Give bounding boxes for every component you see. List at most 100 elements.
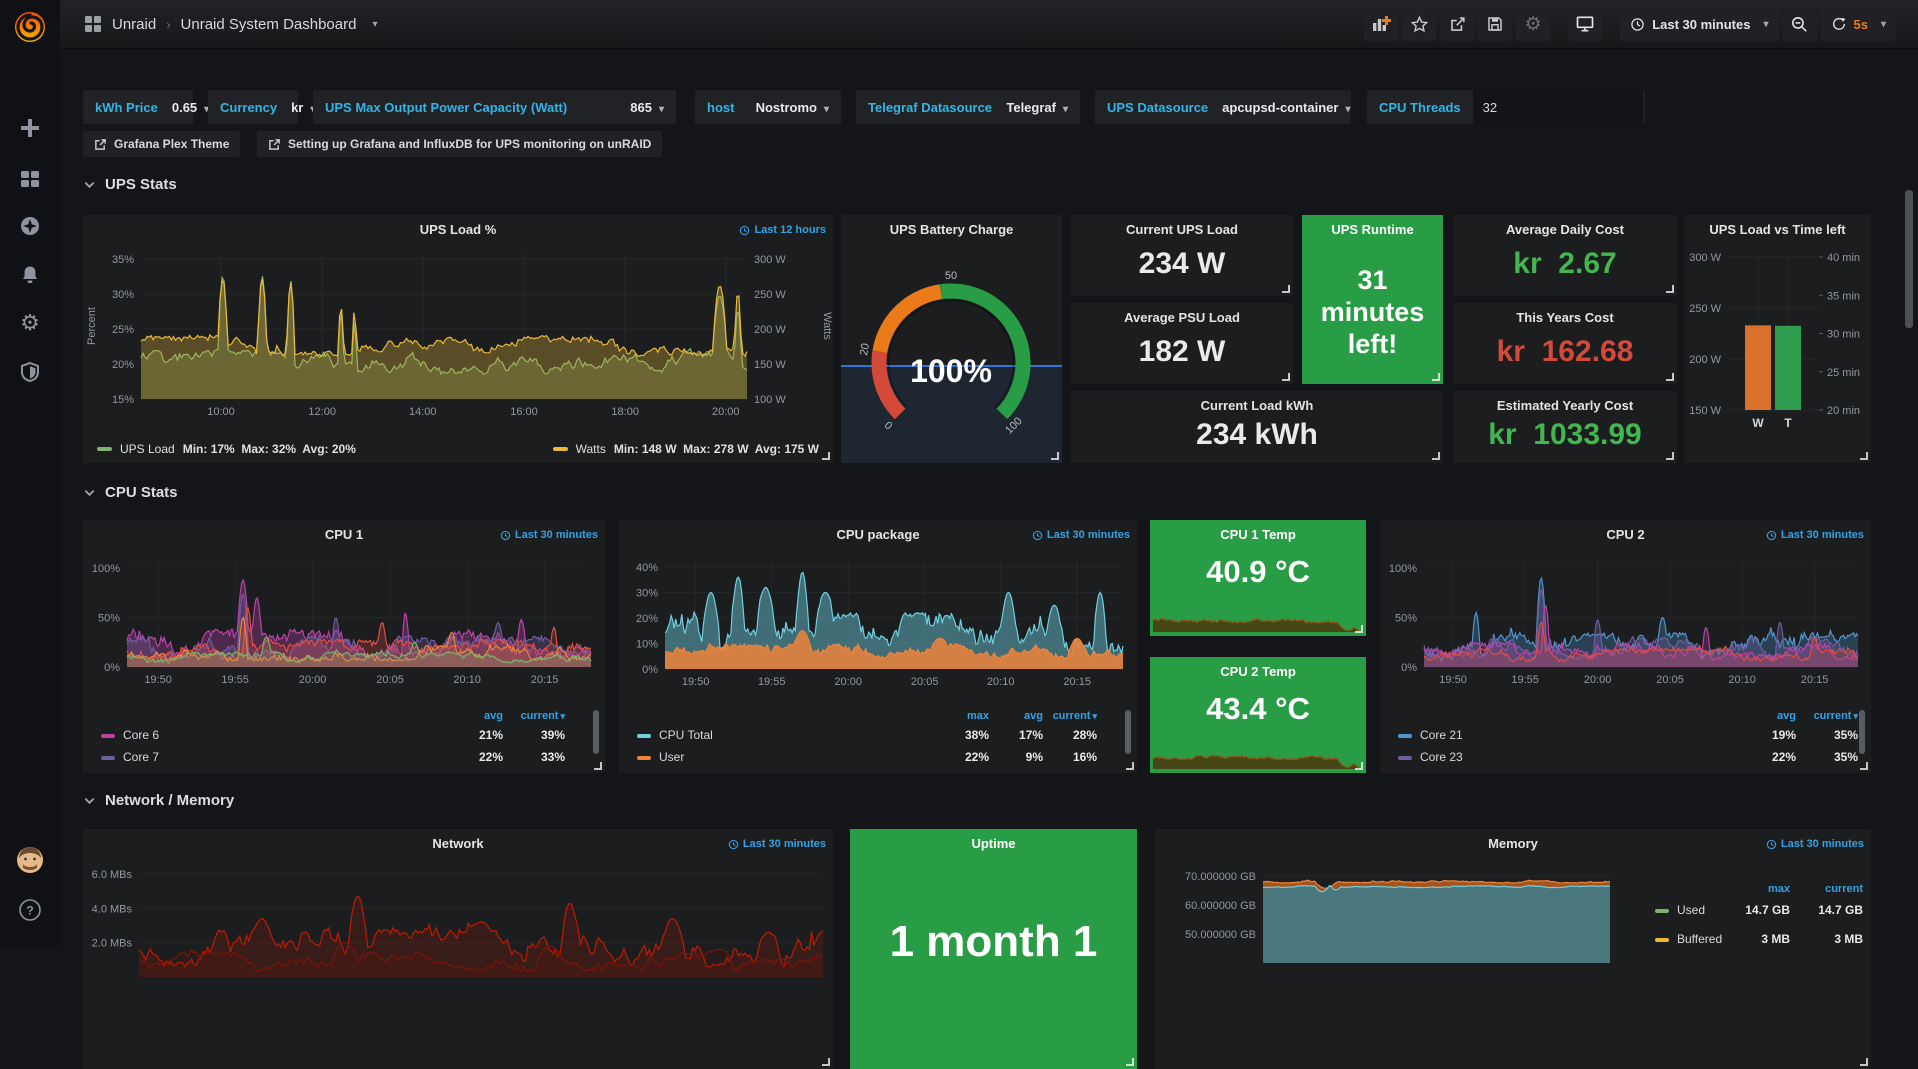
svg-text:50.000000 GB: 50.000000 GB [1185,929,1256,941]
variable-ups-max-output[interactable]: UPS Max Output Power Capacity (Watt) 865 [313,90,676,124]
cpu-threads-input[interactable] [1472,90,1643,124]
svg-text:Percent: Percent [86,307,98,345]
panel-title[interactable]: Memory [1488,836,1538,851]
section-header-network-memory[interactable]: Network / Memory [83,792,234,809]
panel-title[interactable]: UPS Load vs Time left [1709,222,1846,237]
legend-header-avg[interactable]: avg [1777,710,1796,722]
panel-title[interactable]: Network [432,836,484,851]
legend-value-current: 16% [1072,750,1097,764]
legend-header-current[interactable]: current [1804,710,1858,722]
panel-current-load-kwh: Current Load kWh 234 kWh [1071,391,1443,463]
avatar[interactable] [16,846,44,874]
cycle-view-mode-button[interactable] [1568,7,1603,41]
section-header-ups-stats[interactable]: UPS Stats [83,176,177,193]
section-title: CPU Stats [105,484,178,501]
panel-title[interactable]: UPS Runtime [1331,222,1414,237]
variable-kwh-price[interactable]: kWh Price 0.65 [83,90,197,124]
section-header-cpu-stats[interactable]: CPU Stats [83,484,178,501]
add-panel-button[interactable] [1364,7,1399,41]
panel-title[interactable]: UPS Load % [419,222,497,237]
legend-header-avg[interactable]: avg [484,710,503,722]
grafana-logo-icon[interactable] [10,7,50,47]
panel-title[interactable]: Current UPS Load [1126,222,1238,237]
svg-text:20%: 20% [112,359,134,371]
legend-series-name[interactable]: CPU Total [659,728,713,742]
legend-scrollbar[interactable] [1859,710,1865,754]
panel-title[interactable]: CPU 2 Temp [1220,664,1296,679]
dashboard-dropdown-caret-icon[interactable]: ▾ [372,18,378,30]
time-range-picker[interactable]: Last 30 minutes ▾ [1620,7,1779,41]
panel-title[interactable]: This Years Cost [1516,310,1614,325]
legend-header-current[interactable]: current [1043,710,1097,722]
legend-series-name[interactable]: Core 7 [123,750,160,764]
breadcrumb-page-title[interactable]: Unraid System Dashboard [180,15,357,33]
svg-text:20 min: 20 min [1827,405,1860,417]
configuration-gear-icon[interactable]: ⚙ [20,310,40,335]
legend-header-max[interactable]: max [1767,883,1790,895]
svg-text:19:55: 19:55 [758,676,786,688]
legend-scrollbar[interactable] [593,710,599,754]
stat-value: kr 1033.99 [1488,418,1642,451]
legend-value-current: 39% [540,728,565,742]
legend-value-current: 35% [1833,728,1858,742]
panel-title[interactable]: Estimated Yearly Cost [1496,398,1634,413]
variable-telegraf-datasource[interactable]: Telegraf Datasource Telegraf [856,90,1080,124]
save-button[interactable] [1478,7,1513,41]
dashboards-icon[interactable] [18,167,42,191]
legend-series-name[interactable]: Core 6 [123,728,160,742]
share-button[interactable] [1440,7,1475,41]
refresh-picker[interactable]: 5s ▾ [1820,7,1896,41]
panel-title[interactable]: CPU package [836,527,920,542]
time-range-caret-icon: ▾ [1763,18,1769,30]
time-override-label: Last 30 minutes [1032,529,1130,541]
svg-text:20:05: 20:05 [1656,674,1684,686]
variable-currency[interactable]: Currency kr [208,90,303,124]
breadcrumb-app[interactable]: Unraid [112,15,157,33]
legend-item[interactable]: Watts Min: 148 W Max: 278 W Avg: 175 W [552,442,819,456]
page-scrollbar[interactable] [1905,190,1913,328]
chevron-down-icon [84,797,95,805]
panel-title[interactable]: CPU 2 [1606,527,1645,542]
panel-settings-button[interactable]: ⚙ [1516,7,1551,41]
variable-host[interactable]: host Nostromo [695,90,841,124]
legend-series-name[interactable]: Buffered [1677,932,1723,946]
legend-scrollbar[interactable] [1125,710,1131,754]
ups-load-chart: 35% 30% 25% 20% 15% 300 W 250 W 200 W 150 W 100 W… [86,253,833,418]
legend-header-current[interactable]: current [511,710,565,722]
svg-text:20%: 20% [636,613,658,625]
clock-icon [1766,839,1777,849]
legend-header-avg[interactable]: avg [1024,710,1043,722]
panel-title[interactable]: UPS Battery Charge [889,222,1014,237]
zoom-out-button[interactable] [1782,7,1817,41]
stat-value: 43.4 °C [1206,691,1310,726]
variable-ups-datasource[interactable]: UPS Datasource apcupsd-container [1095,90,1351,124]
legend-series-name[interactable]: Used [1677,903,1706,917]
star-button[interactable] [1402,7,1437,41]
legend-item[interactable]: UPS Load Min: 17% Max: 32% Avg: 20% [97,442,356,456]
panel-cpu-package: CPU package Last 30 minutes 40% 30% 20% 10%… [619,520,1137,773]
legend-header-max[interactable]: max [966,710,989,722]
svg-text:100%: 100% [92,563,120,575]
panel-title[interactable]: CPU 1 [324,527,364,542]
legend-series-name[interactable]: Core 23 [1420,750,1463,764]
svg-text:35 min: 35 min [1827,290,1860,302]
legend-value-avg: 22% [478,750,503,764]
server-admin-shield-icon[interactable] [18,360,42,384]
alerting-bell-icon[interactable] [18,263,42,287]
legend-header-current[interactable]: current [1825,883,1863,895]
legend-series-name[interactable]: User [659,750,685,764]
svg-text:0: 0 [882,420,895,433]
explore-icon[interactable] [18,214,42,238]
panel-title[interactable]: CPU 1 Temp [1220,527,1296,542]
legend-series-name[interactable]: Core 21 [1420,728,1463,742]
dashboard-grid-icon[interactable] [85,15,102,33]
help-icon[interactable]: ? [18,898,42,922]
create-icon[interactable] [18,116,42,140]
svg-text:10%: 10% [636,638,658,650]
dashboard-link-plex-theme[interactable]: Grafana Plex Theme [83,131,241,157]
panel-title[interactable]: Average PSU Load [1124,310,1240,325]
panel-title[interactable]: Average Daily Cost [1505,222,1624,237]
panel-title[interactable]: Current Load kWh [1200,398,1314,413]
dashboard-link-ups-monitoring[interactable]: Setting up Grafana and InfluxDB for UPS … [257,131,663,157]
panel-title[interactable]: Uptime [971,836,1016,851]
